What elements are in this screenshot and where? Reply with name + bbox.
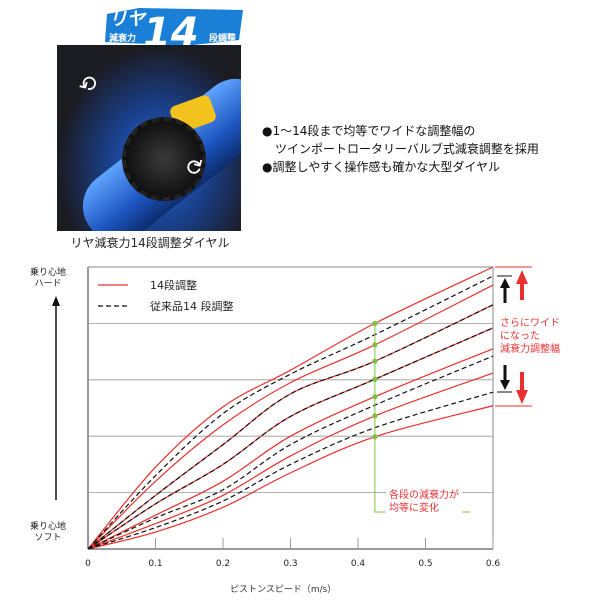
marker-dot <box>372 376 378 382</box>
x-axis-label: ピストンスピード（m/s） <box>230 585 337 595</box>
photo-caption: リヤ減衰力14段調整ダイヤル <box>70 236 230 250</box>
legend-label: 従来品14 段調整 <box>150 299 234 313</box>
marker-dot <box>372 342 378 348</box>
damping-dial <box>122 117 206 201</box>
new-series-line <box>87 372 494 550</box>
feature-item: ●1～14段まで均等でワイドな調整幅の <box>262 124 476 138</box>
x-tick-label: 0 <box>85 559 91 569</box>
feature-item: ツインポートロータリーバルブ式減衰調整を採用 <box>275 142 539 156</box>
wide-range-note: さらにワイド になった 減衰力調整幅 <box>500 317 560 356</box>
badge-line2: 減衰力 <box>109 32 136 44</box>
rear-damper-dial-photo: ⟲ ⟳ <box>57 45 241 231</box>
badge-line1: リヤ <box>109 9 147 30</box>
arrow-down-icon <box>516 372 528 404</box>
new-series-line <box>87 327 494 550</box>
marker-dot <box>372 358 378 364</box>
note-line: になった <box>500 331 540 342</box>
conventional-series-line <box>87 275 494 550</box>
conventional-series-line <box>87 391 494 550</box>
arrow-up-icon <box>516 270 528 300</box>
feature-list: ●1～14段まで均等でワイドな調整幅の ツインポートロータリーバルブ式減衰調整を… <box>262 122 539 176</box>
new-series-line <box>87 405 494 550</box>
x-tick-label: 0.1 <box>148 559 162 569</box>
marker-dot <box>372 320 378 326</box>
x-tick-label: 0.3 <box>283 559 297 569</box>
note-line: 各段の減衰力が <box>389 490 459 501</box>
new-series-line <box>87 266 494 550</box>
arrow-up-icon <box>52 296 60 306</box>
y-label-soft: 乗り心地 ソフト <box>30 522 67 543</box>
badge-line3: 段調整 <box>209 32 236 44</box>
x-tick-label: 0.4 <box>351 559 366 569</box>
arrow-down-icon <box>500 365 510 390</box>
marker-dot <box>372 394 378 400</box>
even-change-note: 各段の減衰力が 均等に変化 <box>386 489 462 515</box>
x-tick-label: 0.2 <box>216 559 230 569</box>
x-tick-label: 0.6 <box>486 559 501 569</box>
note-line: 均等に変化 <box>389 503 439 514</box>
feature-item: ●調整しやすく操作感も確かな大型ダイヤル <box>262 160 500 174</box>
marker-dot <box>372 413 378 419</box>
y-label-hard: 乗り心地 ハード <box>30 268 67 289</box>
conventional-series-line <box>87 355 494 550</box>
arrow-up-icon <box>500 278 510 303</box>
note-line: さらにワイド <box>500 318 560 329</box>
conventional-series-line <box>87 327 494 550</box>
marker-line <box>374 323 470 513</box>
legend-label: 14段調整 <box>150 278 197 292</box>
marker-dot <box>372 434 378 440</box>
new-series-line <box>87 284 494 550</box>
note-line: 減衰力調整幅 <box>500 344 560 355</box>
x-tick-label: 0.5 <box>418 559 432 569</box>
new-series-line <box>87 348 494 550</box>
conventional-series-line <box>87 304 494 550</box>
